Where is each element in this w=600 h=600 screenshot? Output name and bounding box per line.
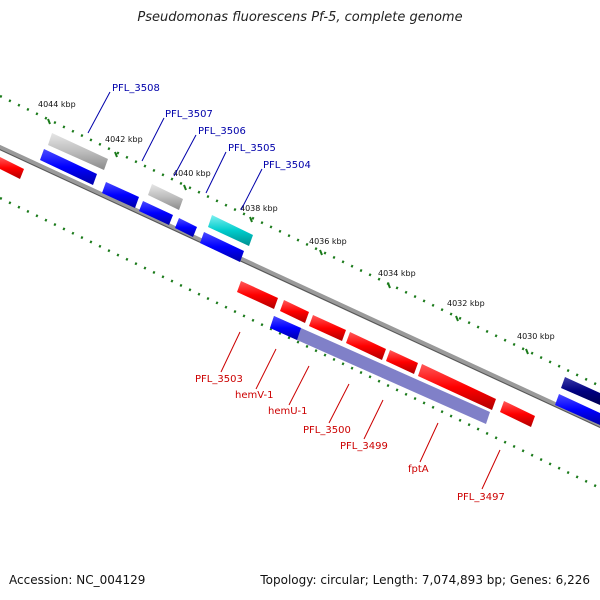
feature-arrow — [270, 316, 301, 340]
scale-ticks — [47, 118, 529, 355]
feature-arrow — [386, 350, 418, 374]
outer-dotted-track — [0, 94, 600, 388]
feature-arrow — [561, 377, 600, 405]
feature-arrow — [139, 201, 173, 225]
topology-text: Topology: circular; Length: 7,074,893 bp… — [260, 573, 590, 587]
gene-label[interactable]: PFL_3504 — [263, 160, 311, 171]
feature-arrow — [418, 364, 496, 410]
gene-label[interactable]: hemV-1 — [235, 390, 273, 401]
forward-strand-features — [237, 281, 535, 427]
gene-label[interactable]: PFL_3507 — [165, 109, 213, 120]
accession-text: Accession: NC_004129 — [9, 573, 146, 587]
gene-label[interactable]: PFL_3506 — [198, 126, 246, 137]
tick-label: 4034 kbp — [378, 269, 416, 278]
feature-overlay — [270, 316, 490, 424]
gene-label[interactable]: hemU-1 — [268, 406, 308, 417]
gene-label[interactable]: PFL_3508 — [112, 83, 160, 94]
gene-label[interactable]: PFL_3500 — [303, 425, 351, 436]
gene-label[interactable]: PFL_3505 — [228, 143, 276, 154]
gene-label[interactable]: PFL_3499 — [340, 441, 388, 452]
feature-arrow — [200, 232, 244, 262]
feature-arrow — [148, 184, 183, 210]
tick-label: 4030 kbp — [517, 332, 555, 341]
feature-arrow — [280, 300, 309, 323]
feature-arrow — [208, 215, 253, 246]
gene-label[interactable]: PFL_3503 — [195, 374, 243, 385]
tick-label: 4042 kbp — [105, 135, 143, 144]
feature-arrow — [102, 182, 139, 208]
tick-label: 4044 kbp — [38, 100, 76, 109]
feature-arrow — [309, 315, 346, 341]
tick-label: 4032 kbp — [447, 299, 485, 308]
reverse-strand-features — [0, 133, 600, 425]
inner-dotted-track — [0, 196, 600, 490]
lower-leader-lines — [220, 331, 501, 490]
feature-arrow — [40, 149, 97, 185]
tick-label: 4036 kbp — [309, 237, 347, 246]
gene-label[interactable]: fptA — [408, 464, 429, 475]
feature-arrow — [237, 281, 278, 309]
map-title: Pseudomonas fluorescens Pf-5, complete g… — [137, 10, 463, 25]
feature-arrow — [555, 394, 600, 425]
feature-arrow — [346, 332, 386, 360]
genome-backbone — [0, 144, 600, 429]
gene-label[interactable]: PFL_3497 — [457, 492, 505, 503]
upper-leader-lines — [87, 91, 263, 211]
tick-label: 4038 kbp — [240, 204, 278, 213]
tick-label: 4040 kbp — [173, 169, 211, 178]
feature-arrow — [0, 157, 24, 179]
feature-arrow — [48, 133, 108, 170]
feature-arrow — [175, 218, 197, 237]
feature-arrow — [500, 401, 535, 427]
